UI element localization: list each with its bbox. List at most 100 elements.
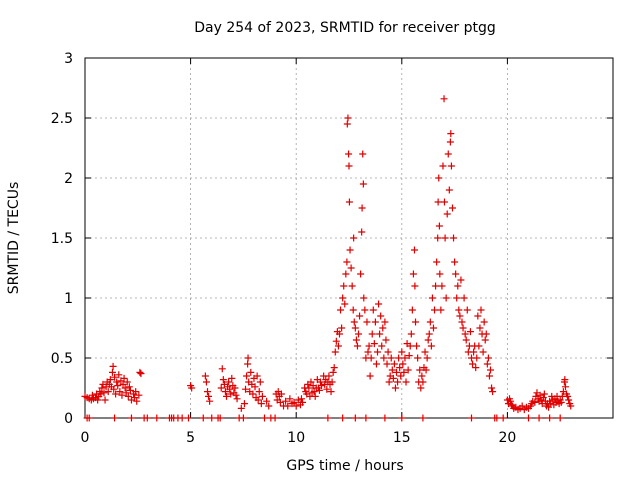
data-point	[331, 348, 339, 356]
y-tick-label: 1.5	[51, 231, 73, 247]
data-point	[227, 390, 235, 398]
data-point	[226, 385, 234, 393]
data-point	[332, 337, 340, 345]
data-point	[299, 398, 307, 406]
x-tick-label: 20	[498, 430, 516, 446]
data-point	[419, 414, 427, 422]
data-point	[487, 366, 495, 374]
data-point	[363, 318, 371, 326]
data-point	[429, 324, 437, 332]
data-point	[454, 282, 462, 290]
data-point	[114, 382, 122, 390]
data-point	[111, 414, 119, 422]
data-point	[343, 120, 351, 128]
data-point	[384, 348, 392, 356]
data-point	[525, 414, 533, 422]
data-point	[423, 354, 431, 362]
data-point	[359, 150, 367, 158]
data-point	[98, 384, 106, 392]
data-point	[470, 348, 478, 356]
data-point	[457, 276, 465, 284]
data-point	[217, 384, 225, 392]
data-point	[339, 294, 347, 302]
data-point	[437, 306, 445, 314]
data-point	[115, 371, 123, 379]
data-point	[396, 364, 404, 372]
data-point	[395, 354, 403, 362]
data-point	[122, 389, 130, 397]
data-point	[85, 414, 93, 422]
data-point	[372, 360, 380, 368]
data-point	[364, 348, 372, 356]
data-point	[378, 342, 386, 350]
data-point	[434, 234, 442, 242]
data-point	[411, 282, 419, 290]
data-point	[458, 318, 466, 326]
y-tick-labels: 0 0.5 1 1.5 2 2.5 3	[51, 51, 73, 427]
data-point	[365, 342, 373, 350]
data-point	[400, 368, 408, 376]
data-point	[137, 370, 145, 378]
data-point	[479, 348, 487, 356]
data-point	[276, 398, 284, 406]
y-tick-label: 0.5	[51, 351, 73, 367]
data-point	[359, 180, 367, 188]
data-point	[556, 414, 564, 422]
x-tick-label: 15	[393, 430, 411, 446]
data-point	[101, 396, 109, 404]
data-point	[366, 372, 374, 380]
data-point	[356, 312, 364, 320]
data-point	[292, 402, 300, 410]
data-point	[353, 342, 361, 350]
data-point	[477, 306, 485, 314]
data-point	[307, 378, 315, 386]
data-point	[284, 402, 292, 410]
data-point	[485, 372, 493, 380]
data-point	[341, 300, 349, 308]
data-point	[390, 360, 398, 368]
data-point	[290, 398, 298, 406]
data-point	[357, 270, 365, 278]
data-point	[561, 383, 569, 391]
data-point	[422, 366, 430, 374]
data-point	[374, 348, 382, 356]
data-point	[419, 378, 427, 386]
data-point	[271, 414, 279, 422]
data-point	[467, 414, 475, 422]
data-point	[337, 306, 345, 314]
data-point	[143, 414, 151, 422]
data-point	[201, 372, 209, 380]
data-point	[368, 330, 376, 338]
data-point	[243, 372, 251, 380]
data-point	[310, 388, 318, 396]
chart-title: Day 254 of 2023, SRMTID for receiver ptg…	[194, 20, 496, 36]
data-point	[546, 414, 554, 422]
data-point	[351, 414, 359, 422]
data-point	[219, 376, 227, 384]
data-point	[375, 300, 383, 308]
data-point	[199, 414, 207, 422]
data-point	[305, 384, 313, 392]
data-point	[113, 378, 121, 386]
data-point	[377, 312, 385, 320]
data-point	[265, 402, 273, 410]
data-point	[371, 318, 379, 326]
data-point	[361, 306, 369, 314]
data-point	[424, 336, 432, 344]
data-point	[362, 414, 370, 422]
data-point	[474, 312, 482, 320]
data-point	[480, 318, 488, 326]
data-point	[409, 270, 417, 278]
data-point	[445, 186, 453, 194]
data-point	[410, 246, 418, 254]
data-point	[153, 414, 161, 422]
data-point	[453, 294, 461, 302]
data-point	[376, 330, 384, 338]
data-point	[535, 414, 543, 422]
data-point	[294, 396, 302, 404]
data-point	[482, 330, 490, 338]
data-point	[184, 414, 192, 422]
data-point	[394, 378, 402, 386]
data-point	[567, 402, 575, 410]
